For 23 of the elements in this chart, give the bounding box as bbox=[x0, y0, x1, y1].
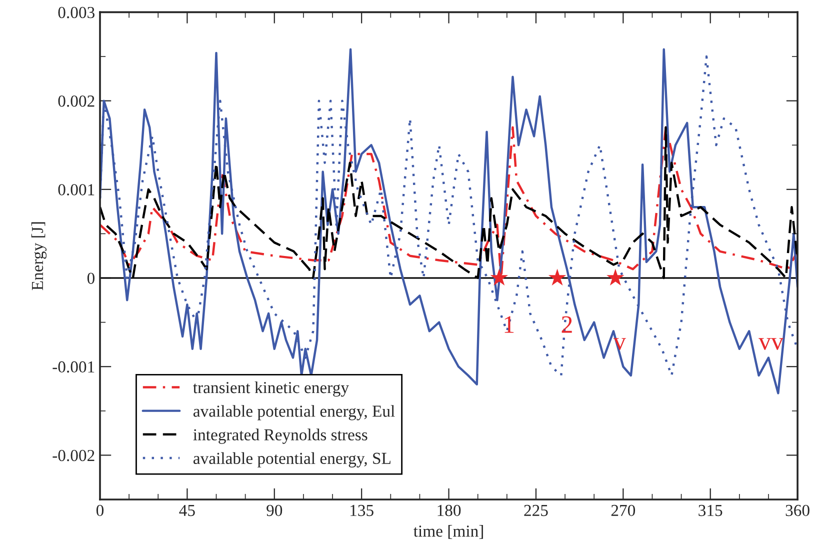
x-tick-label: 90 bbox=[266, 504, 282, 516]
legend-label: available potential energy, SL bbox=[193, 452, 390, 468]
legend-label: integrated Reynolds stress bbox=[193, 428, 368, 444]
y-tick-label: 0.001 bbox=[58, 184, 94, 196]
x-tick-label: 135 bbox=[350, 504, 374, 516]
x-tick-label: 360 bbox=[786, 504, 810, 516]
y-tick-label: 0.003 bbox=[58, 6, 94, 18]
x-tick-label: 180 bbox=[438, 504, 461, 516]
y-tick-label: 0.002 bbox=[58, 96, 94, 107]
y-axis-title: Energy [J] bbox=[31, 222, 47, 290]
legend-label: available potential energy, Eul bbox=[193, 405, 395, 420]
y-tick-label: 0 bbox=[87, 272, 94, 284]
annotation: 1 bbox=[504, 316, 514, 333]
x-tick-label: 0 bbox=[96, 504, 104, 516]
x-tick-label: 315 bbox=[698, 504, 722, 516]
x-tick-label: 45 bbox=[179, 504, 195, 516]
y-tick-label: -0.001 bbox=[52, 361, 94, 373]
x-axis-title: time [min] bbox=[414, 525, 483, 539]
x-tick-label: 225 bbox=[524, 504, 548, 516]
legend-label: transient kinetic energy bbox=[193, 381, 349, 397]
y-tick-label: -0.002 bbox=[52, 450, 94, 462]
annotation: 2 bbox=[562, 316, 572, 333]
x-tick-label: 270 bbox=[611, 504, 636, 516]
